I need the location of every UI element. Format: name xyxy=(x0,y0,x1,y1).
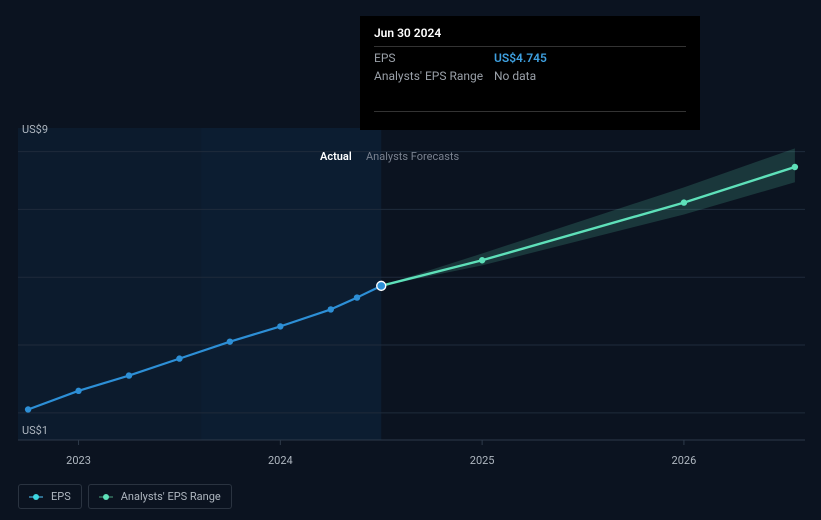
section-label-actual: Actual xyxy=(320,150,352,163)
tooltip-divider xyxy=(374,111,686,112)
tooltip-row: Analysts' EPS Range No data xyxy=(374,65,686,83)
x-tick-label: 2026 xyxy=(672,454,697,467)
legend-item-eps[interactable]: EPS xyxy=(18,484,82,509)
tooltip-value: No data xyxy=(494,69,536,83)
x-tick-label: 2023 xyxy=(66,454,91,467)
tooltip-title: Jun 30 2024 xyxy=(374,26,686,47)
legend-label: EPS xyxy=(51,490,71,503)
chart-tooltip: Jun 30 2024 EPS US$4.745 Analysts' EPS R… xyxy=(360,16,700,130)
eps-swatch-icon xyxy=(29,493,43,501)
section-label-forecast: Analysts Forecasts xyxy=(366,150,459,163)
legend-item-eps-range[interactable]: Analysts' EPS Range xyxy=(88,484,232,509)
tooltip-value: US$4.745 xyxy=(494,51,547,65)
legend-label: Analysts' EPS Range xyxy=(121,490,221,503)
x-tick-label: 2024 xyxy=(268,454,293,467)
chart-legend: EPS Analysts' EPS Range xyxy=(18,484,232,509)
y-tick-label: US$9 xyxy=(22,123,48,136)
tooltip-row: EPS US$4.745 xyxy=(374,47,686,65)
tooltip-key: Analysts' EPS Range xyxy=(374,69,494,83)
eps-range-swatch-icon xyxy=(99,493,113,501)
x-tick-label: 2025 xyxy=(470,454,495,467)
eps-forecast-chart: US$9 US$1 Actual Analysts Forecasts 2023… xyxy=(0,0,821,520)
tooltip-key: EPS xyxy=(374,51,494,65)
y-tick-label: US$1 xyxy=(22,424,48,437)
